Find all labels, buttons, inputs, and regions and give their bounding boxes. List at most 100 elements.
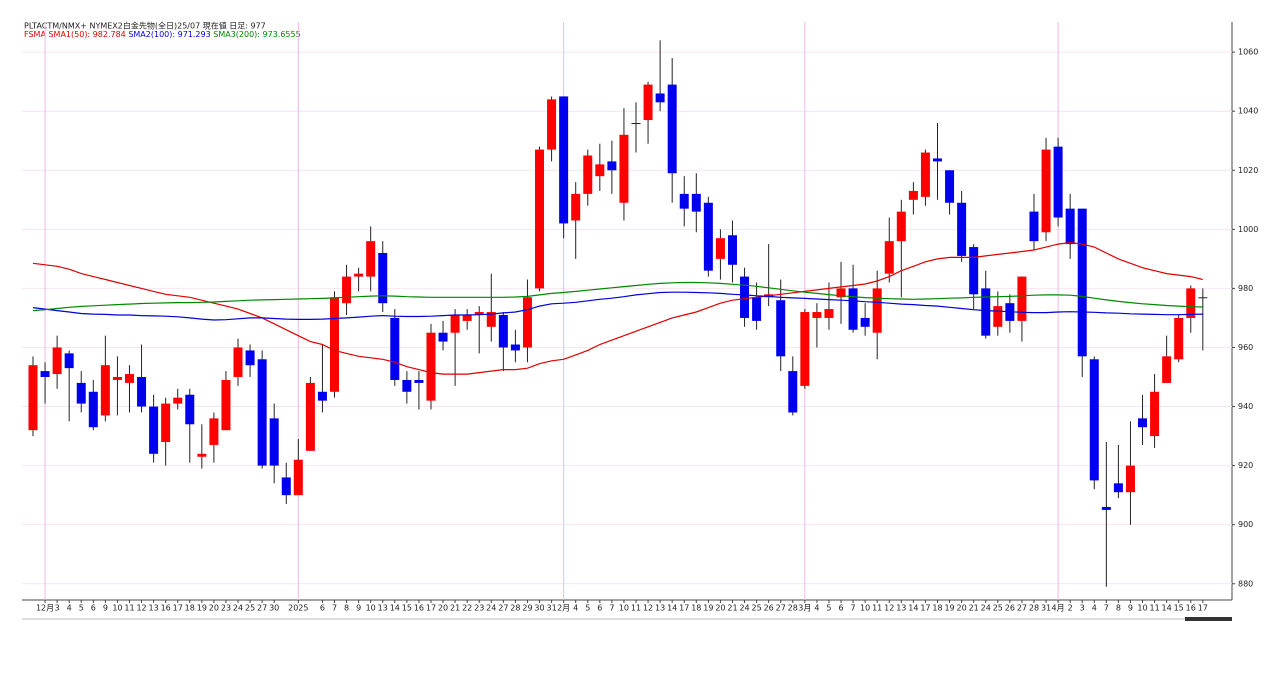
candle-body [631, 123, 641, 125]
x-tick-label: 19 [944, 604, 954, 613]
x-tick-label: 18 [185, 604, 195, 613]
candle-body [667, 84, 677, 174]
legend-entry: SMA2(100): 971.293 [128, 30, 210, 39]
y-tick-label: 1060 [1238, 48, 1258, 57]
x-tick-label: 25 [752, 604, 762, 613]
ma-line [32, 241, 1203, 375]
y-tick-label: 1000 [1238, 225, 1258, 234]
candle-body [1113, 483, 1123, 493]
x-tick-label: 28 [788, 604, 798, 613]
x-tick-label: 20 [715, 604, 725, 613]
candle-body [703, 202, 713, 271]
candle-body [366, 241, 376, 277]
candle-body [1174, 317, 1184, 360]
x-tick-label: 4 [573, 604, 578, 613]
x-tick-label: 27 [776, 604, 786, 613]
candle-body [76, 382, 86, 404]
candle-body [860, 317, 870, 327]
x-tick-label: 10 [112, 604, 122, 613]
x-tick-label: 2月 [557, 604, 570, 613]
candle-body [1041, 149, 1051, 233]
candle-body [173, 397, 183, 404]
y-tick-label: 1020 [1238, 166, 1258, 175]
x-tick-label: 7 [332, 604, 337, 613]
candle-body [161, 403, 171, 442]
x-tick-label: 13 [896, 604, 906, 613]
x-tick-label: 27 [498, 604, 508, 613]
candle-body [691, 193, 701, 212]
x-tick-label: 31 [1041, 604, 1051, 613]
x-tick-label: 5 [79, 604, 84, 613]
candle-body [1017, 276, 1027, 321]
x-tick-label: 5 [585, 604, 590, 613]
candle-body [245, 350, 255, 366]
x-tick-label: 14 [390, 604, 400, 613]
x-tick-label: 13 [655, 604, 665, 613]
x-tick-label: 15 [1174, 604, 1184, 613]
candle-body [619, 134, 629, 203]
x-tick-label: 11 [872, 604, 882, 613]
x-tick-label: 17 [426, 604, 436, 613]
scrollbar-thumb[interactable] [1185, 617, 1232, 621]
x-tick-label: 21 [450, 604, 460, 613]
candle-body [197, 453, 207, 457]
y-tick-label: 980 [1238, 284, 1253, 293]
x-tick-label: 12 [136, 604, 146, 613]
candle-body [474, 312, 484, 315]
x-tick-label: 19 [197, 604, 207, 613]
x-tick-label: 30 [534, 604, 544, 613]
candle-body [583, 155, 593, 194]
candle-body [1138, 418, 1148, 428]
candle-body [872, 288, 882, 333]
x-tick-label: 13 [149, 604, 159, 613]
x-tick-label: 23 [221, 604, 231, 613]
candle-body [486, 312, 496, 327]
y-tick-label: 900 [1238, 520, 1253, 529]
candle-body [378, 252, 388, 304]
y-tick-label: 880 [1238, 579, 1253, 588]
legend: FSMA SMA1(50): 982.784 SMA2(100): 971.29… [24, 30, 301, 39]
candle-body [269, 418, 279, 466]
candle-body [124, 374, 134, 383]
candle-body [462, 314, 472, 321]
x-tick-label: 5 [826, 604, 831, 613]
candle-body [112, 377, 122, 380]
x-tick-label: 24 [981, 604, 991, 613]
x-tick-label: 10 [366, 604, 376, 613]
candle-body [836, 288, 846, 298]
x-tick-label: 17 [173, 604, 183, 613]
x-tick-label: 8 [344, 604, 349, 613]
candle-body [402, 379, 412, 392]
x-tick-label: 11 [631, 604, 641, 613]
ma-line [32, 281, 1203, 312]
y-tick-label: 960 [1238, 343, 1253, 352]
candle-body [957, 202, 967, 256]
x-tick-label: 16 [1186, 604, 1196, 613]
x-tick-label: 8 [1116, 604, 1121, 613]
legend-indicator: FSMA [24, 30, 46, 39]
candle-body [1186, 288, 1196, 318]
x-tick-label: 20 [438, 604, 448, 613]
x-tick-label: 11 [1149, 604, 1159, 613]
candle-body [233, 347, 243, 378]
x-tick-label: 3 [1080, 604, 1085, 613]
candle-body [848, 288, 858, 330]
x-tick-label: 25 [993, 604, 1003, 613]
x-tick-label: 14 [667, 604, 677, 613]
legend-entry: SMA1(50): 982.784 [48, 30, 125, 39]
candle-body [727, 235, 737, 265]
candle-body [185, 394, 195, 425]
x-tick-label: 4 [67, 604, 72, 613]
y-tick-label: 940 [1238, 402, 1253, 411]
candle-body [969, 247, 979, 295]
candle-body [1029, 211, 1039, 242]
candle-body [776, 300, 786, 357]
candle-body [414, 379, 424, 383]
candle-body [1053, 146, 1063, 218]
candle-body [1089, 359, 1099, 481]
x-tick-label: 3 [55, 604, 60, 613]
y-tick-label: 920 [1238, 461, 1253, 470]
candle-body [1101, 506, 1111, 510]
x-tick-label: 22 [462, 604, 472, 613]
